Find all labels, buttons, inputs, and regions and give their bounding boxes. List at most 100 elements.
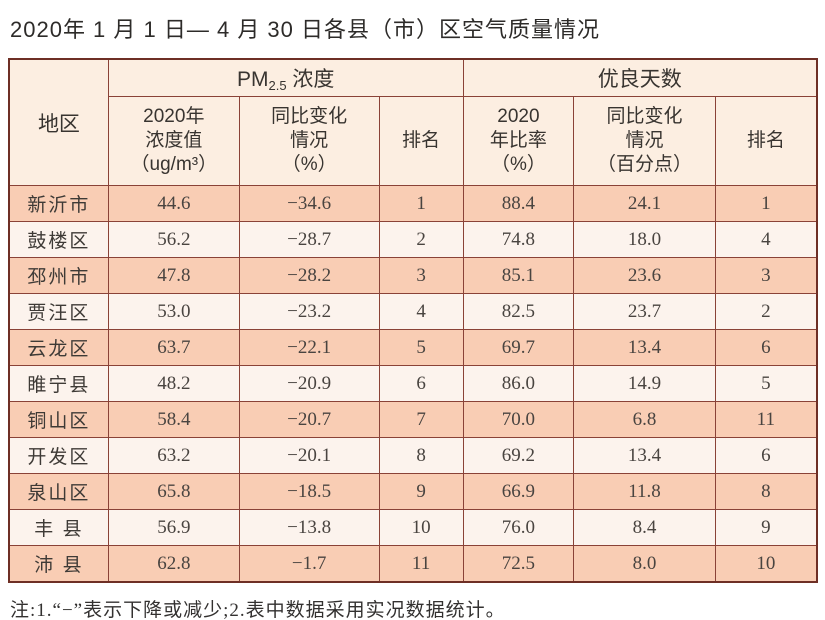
pm-change-cell: −1.7: [238, 545, 380, 583]
pm-value-cell: 63.7: [107, 329, 240, 366]
pm-value-cell: 56.2: [107, 221, 240, 258]
header-sub-row: 2020年 浓度值 （ug/m³） 同比变化 情况 （%） 排名 2020 年比…: [9, 96, 818, 186]
pm-value-cell: 65.8: [107, 473, 240, 510]
pm-value-cell: 48.2: [107, 365, 240, 402]
ratio-change-cell: 18.0: [573, 221, 716, 258]
header-pm25-group: PM2.5 浓度: [107, 58, 464, 97]
pm-change-cell: −22.1: [238, 329, 380, 366]
pm-rank-cell: 9: [378, 473, 464, 510]
region-cell: 睢宁县: [8, 365, 109, 402]
header-ratio: 2020 年比率 （%）: [462, 96, 575, 186]
table-header: 地区 PM2.5 浓度 优良天数 2020年 浓度值 （ug/m³） 同比变化 …: [8, 58, 818, 186]
air-quality-table: 地区 PM2.5 浓度 优良天数 2020年 浓度值 （ug/m³） 同比变化 …: [8, 58, 818, 583]
table-row: 邳州市 47.8 −28.2 3 85.1 23.6 3: [8, 257, 818, 294]
ratio-cell: 70.0: [462, 401, 575, 438]
pm-rank-cell: 7: [378, 401, 464, 438]
region-cell: 贾汪区: [8, 293, 109, 330]
pm-value-cell: 53.0: [107, 293, 240, 330]
ratio-rank-cell: 2: [714, 293, 818, 330]
ratio-change-cell: 8.0: [573, 545, 716, 583]
table-row: 云龙区 63.7 −22.1 5 69.7 13.4 6: [8, 329, 818, 366]
header-pm-value: 2020年 浓度值 （ug/m³）: [107, 96, 240, 186]
pm-rank-cell: 11: [378, 545, 464, 583]
pm-rank-cell: 1: [378, 185, 464, 222]
ratio-change-cell: 14.9: [573, 365, 716, 402]
ratio-cell: 88.4: [462, 185, 575, 222]
region-cell: 开发区: [8, 437, 109, 474]
pm-value-cell: 63.2: [107, 437, 240, 474]
ratio-rank-cell: 3: [714, 257, 818, 294]
ratio-change-cell: 8.4: [573, 509, 716, 546]
ratio-cell: 74.8: [462, 221, 575, 258]
ratio-cell: 69.2: [462, 437, 575, 474]
ratio-rank-cell: 1: [714, 185, 818, 222]
pm-value-cell: 58.4: [107, 401, 240, 438]
pm-change-cell: −23.2: [238, 293, 380, 330]
table-row: 泉山区 65.8 −18.5 9 66.9 11.8 8: [8, 473, 818, 510]
header-pm-rank: 排名: [378, 96, 464, 186]
ratio-cell: 72.5: [462, 545, 575, 583]
region-cell: 新沂市: [8, 185, 109, 222]
pm-change-cell: −13.8: [238, 509, 380, 546]
ratio-rank-cell: 4: [714, 221, 818, 258]
ratio-cell: 86.0: [462, 365, 575, 402]
pm-change-cell: −20.9: [238, 365, 380, 402]
pm-rank-cell: 4: [378, 293, 464, 330]
pm-value-cell: 56.9: [107, 509, 240, 546]
header-region: 地区: [8, 58, 109, 186]
pm-value-cell: 62.8: [107, 545, 240, 583]
ratio-change-cell: 23.6: [573, 257, 716, 294]
ratio-change-cell: 13.4: [573, 437, 716, 474]
ratio-cell: 66.9: [462, 473, 575, 510]
ratio-rank-cell: 10: [714, 545, 818, 583]
footnote: 注:1.“−”表示下降或减少;2.表中数据采用实况数据统计。: [10, 600, 506, 620]
pm-rank-cell: 10: [378, 509, 464, 546]
pm-rank-cell: 3: [378, 257, 464, 294]
table-row: 睢宁县 48.2 −20.9 6 86.0 14.9 5: [8, 365, 818, 402]
header-ratio-change: 同比变化 情况 （百分点）: [573, 96, 716, 186]
region-cell: 云龙区: [8, 329, 109, 366]
pm-change-cell: −20.1: [238, 437, 380, 474]
table-row: 开发区 63.2 −20.1 8 69.2 13.4 6: [8, 437, 818, 474]
region-cell: 丰 县: [8, 509, 109, 546]
ratio-change-cell: 23.7: [573, 293, 716, 330]
header-group-row: 地区 PM2.5 浓度 优良天数: [8, 58, 818, 186]
pm-change-cell: −28.7: [238, 221, 380, 258]
region-cell: 铜山区: [8, 401, 109, 438]
pm-value-cell: 44.6: [107, 185, 240, 222]
ratio-cell: 69.7: [462, 329, 575, 366]
ratio-change-cell: 24.1: [573, 185, 716, 222]
ratio-rank-cell: 11: [714, 401, 818, 438]
ratio-change-cell: 6.8: [573, 401, 716, 438]
ratio-cell: 82.5: [462, 293, 575, 330]
ratio-cell: 76.0: [462, 509, 575, 546]
pm-change-cell: −20.7: [238, 401, 380, 438]
ratio-rank-cell: 6: [714, 329, 818, 366]
table-body: 新沂市 44.6 −34.6 1 88.4 24.1 1 鼓楼区 56.2 −28.7 2 74.8 1…: [8, 185, 818, 583]
pm25-subscript: 2.5: [268, 78, 287, 93]
header-good-days-group: 优良天数: [462, 58, 818, 97]
table-row: 铜山区 58.4 −20.7 7 70.0 6.8 11: [8, 401, 818, 438]
region-cell: 鼓楼区: [8, 221, 109, 258]
pm-rank-cell: 5: [378, 329, 464, 366]
header-ratio-rank: 排名: [714, 96, 818, 186]
page-title: 2020年 1 月 1 日— 4 月 30 日各县（市）区空气质量情况: [10, 17, 601, 42]
pm-rank-cell: 6: [378, 365, 464, 402]
ratio-cell: 85.1: [462, 257, 575, 294]
header-pm-change: 同比变化 情况 （%）: [238, 96, 380, 186]
ratio-rank-cell: 9: [714, 509, 818, 546]
pm-change-cell: −34.6: [238, 185, 380, 222]
table-row: 丰 县 56.9 −13.8 10 76.0 8.4 9: [8, 509, 818, 546]
ratio-change-cell: 11.8: [573, 473, 716, 510]
ratio-rank-cell: 8: [714, 473, 818, 510]
table-row: 鼓楼区 56.2 −28.7 2 74.8 18.0 4: [8, 221, 818, 258]
pm-rank-cell: 8: [378, 437, 464, 474]
ratio-rank-cell: 5: [714, 365, 818, 402]
pm-rank-cell: 2: [378, 221, 464, 258]
pm-change-cell: −18.5: [238, 473, 380, 510]
region-cell: 沛 县: [8, 545, 109, 583]
pm25-label: PM2.5 浓度: [237, 68, 335, 93]
pm-change-cell: −28.2: [238, 257, 380, 294]
ratio-rank-cell: 6: [714, 437, 818, 474]
